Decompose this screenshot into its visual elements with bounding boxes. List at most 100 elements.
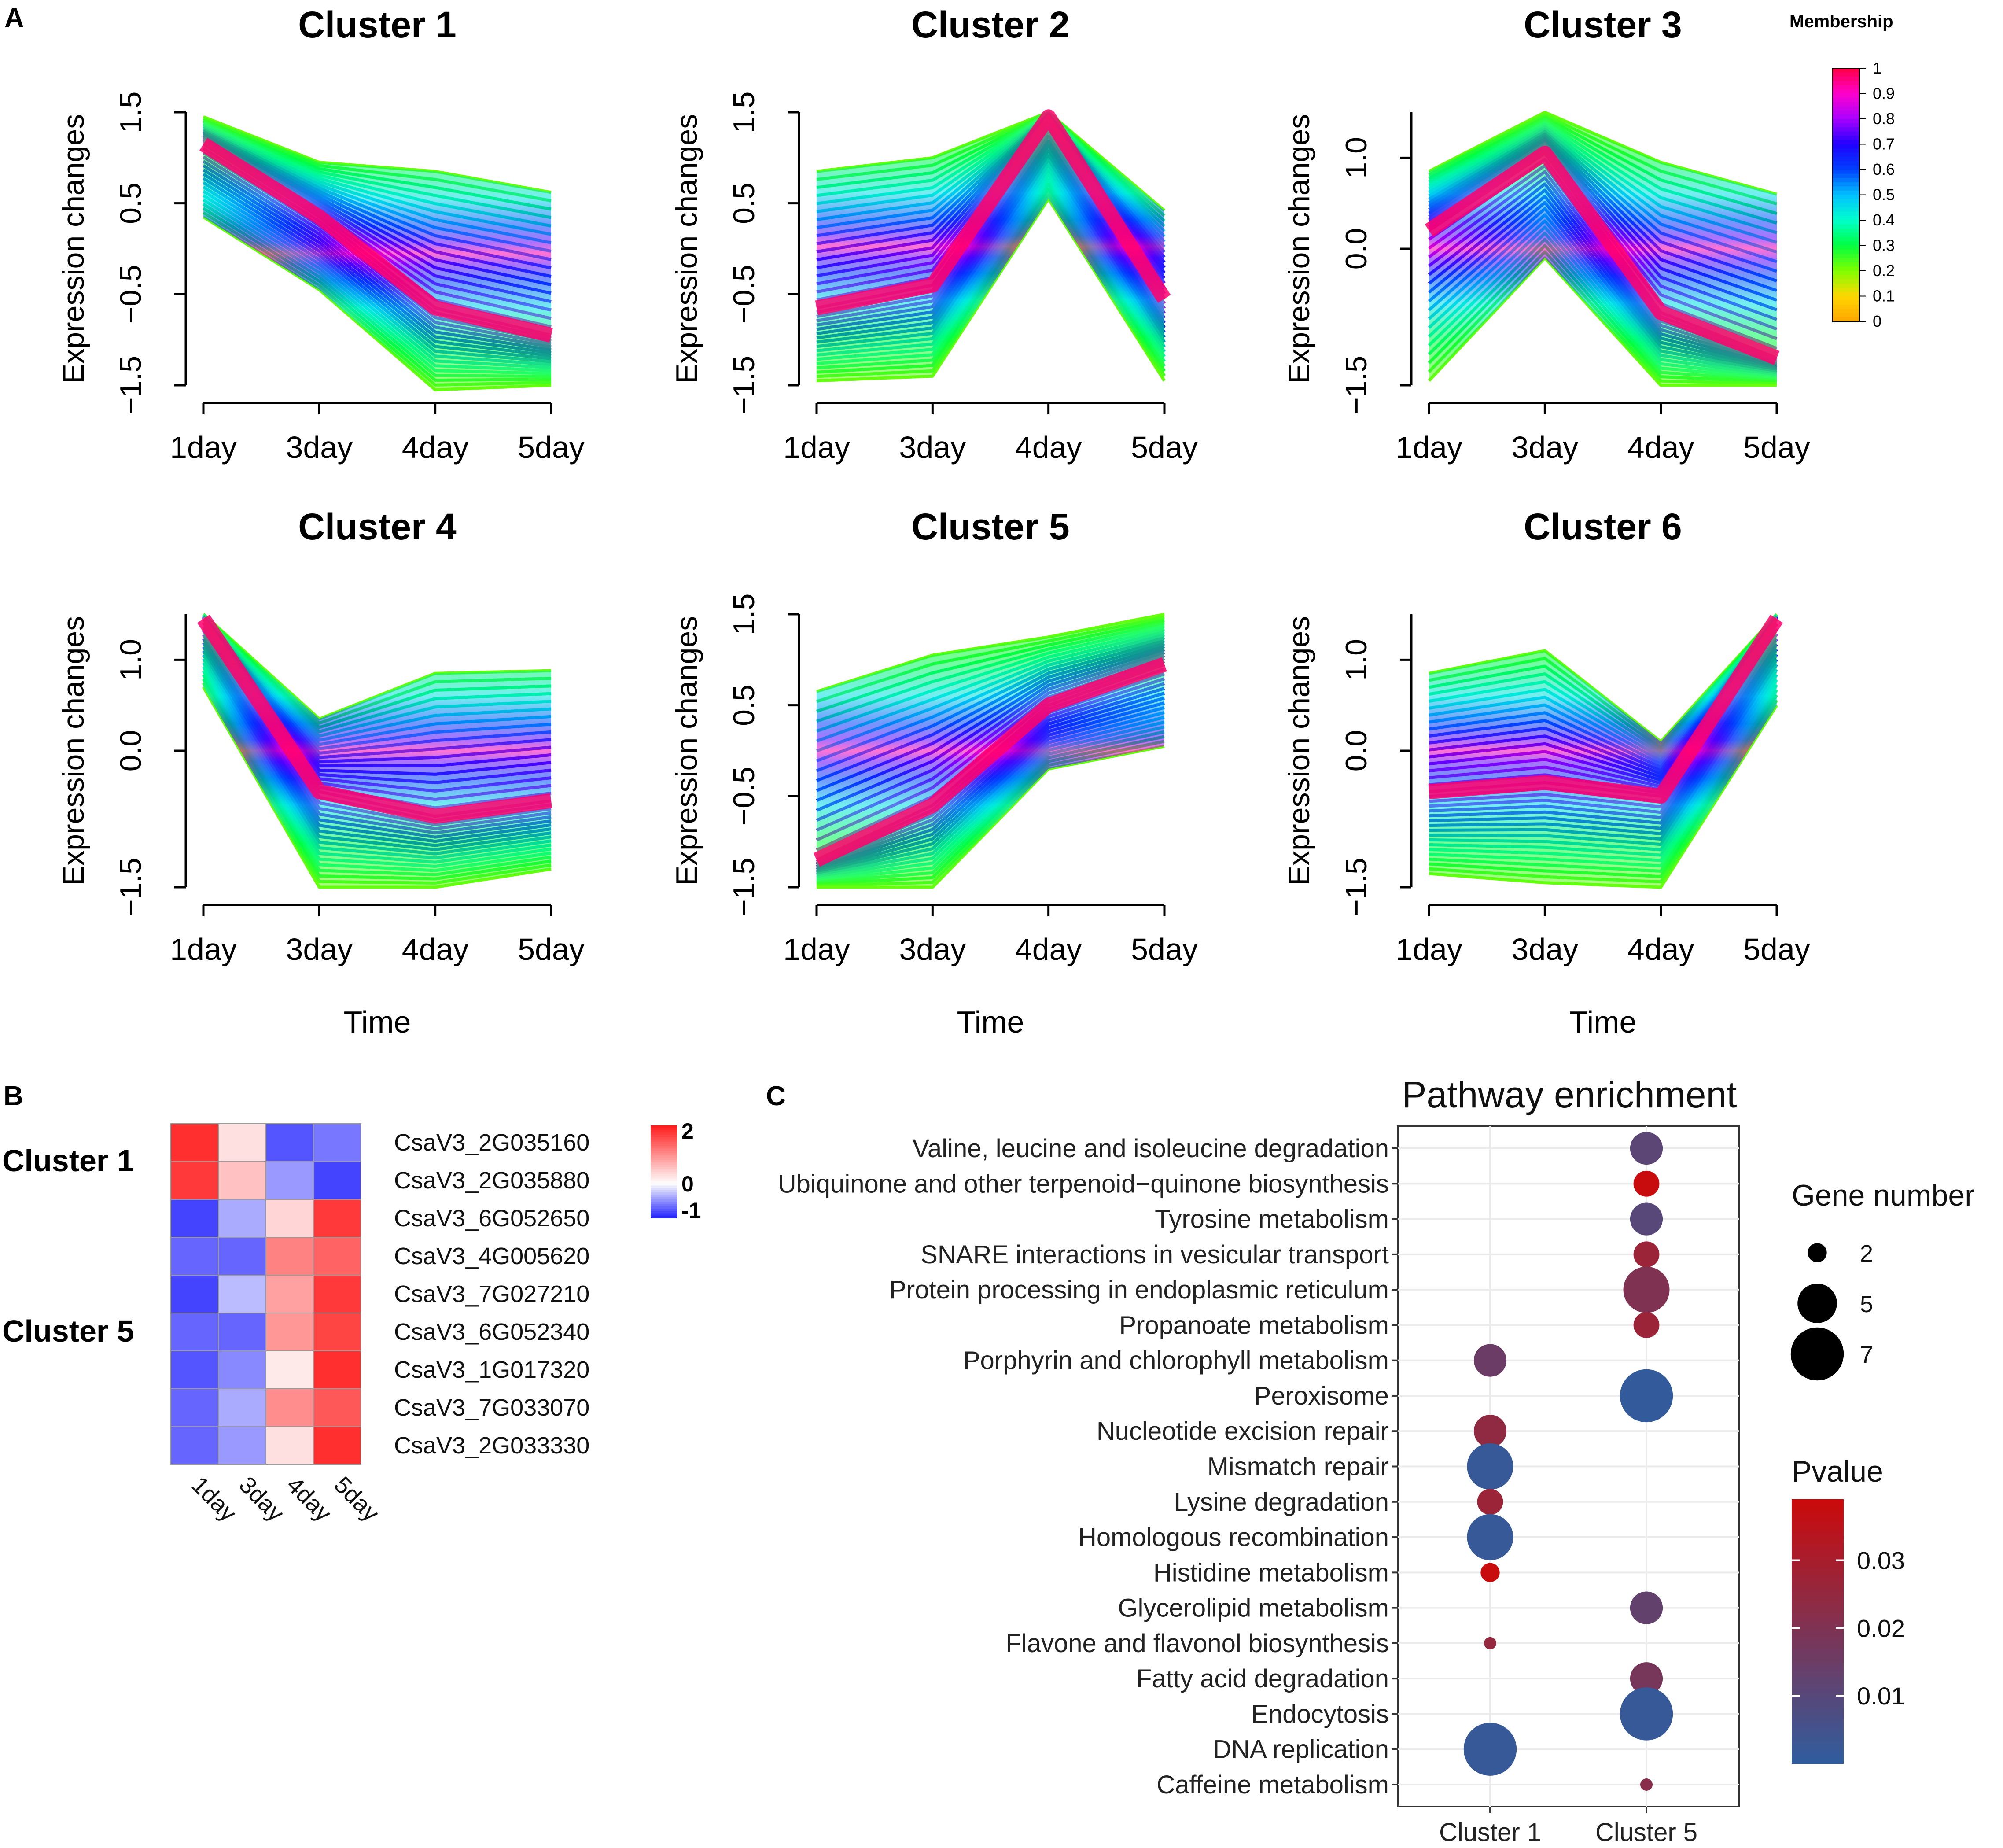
heatmap-legend-segment	[651, 1162, 677, 1166]
enrichment-dot	[1620, 1369, 1673, 1423]
colorbar-segment	[1832, 271, 1859, 276]
heatmap-legend-segment	[651, 1130, 677, 1133]
heatmap-cell	[170, 1426, 219, 1465]
x-axis-label: Time	[957, 1005, 1024, 1039]
y-tick-label: −1.5	[1340, 356, 1373, 415]
colorbar-segment	[1832, 140, 1859, 145]
x-tick-label: 5day	[1743, 430, 1810, 465]
x-tick-label: 5day	[1131, 932, 1198, 966]
pathway-label-porphyrin-and-chlorophyll-metabolism: Porphyrin and chlorophyll metabolism	[963, 1346, 1389, 1375]
pvalue-legend-label: 0.01	[1857, 1682, 1905, 1710]
heatmap-legend-segment	[651, 1192, 677, 1195]
x-tick-label: 1day	[1395, 430, 1462, 465]
panel-label-a: A	[4, 3, 24, 33]
pathway-label-mismatch-repair: Mismatch repair	[1207, 1453, 1389, 1481]
heatmap-legend-segment	[651, 1128, 677, 1131]
y-tick-label: −0.5	[727, 767, 761, 826]
heatmap-cell	[313, 1123, 361, 1162]
colorbar-segment	[1832, 296, 1859, 301]
x-tick-label: 5day	[518, 430, 585, 465]
colorbar-segment	[1832, 93, 1859, 99]
heatmap-legend-segment	[651, 1190, 677, 1193]
enrichment-dot	[1633, 1170, 1660, 1197]
pvalue-legend-segment	[1792, 1746, 1844, 1751]
pvalue-legend-segment	[1792, 1552, 1844, 1557]
enrichment-dot	[1484, 1637, 1496, 1649]
pvalue-legend-segment	[1792, 1640, 1844, 1645]
colorbar-segment	[1832, 203, 1859, 208]
heatmap-legend-segment	[651, 1167, 677, 1170]
heatmap-legend-segment	[651, 1209, 677, 1212]
pvalue-legend-segment	[1792, 1759, 1844, 1764]
cluster-title: Cluster 6	[1524, 506, 1682, 547]
x-tick-label: 1day	[1395, 932, 1462, 966]
heatmap-row-label: CsaV3_2G035880	[394, 1167, 589, 1194]
enrichment-dot	[1480, 1563, 1500, 1582]
size-legend-label: 7	[1860, 1342, 1873, 1368]
heatmap-legend-segment	[651, 1132, 677, 1135]
pathway-label-flavone-and-flavonol-biosynthesis: Flavone and flavonol biosynthesis	[1005, 1629, 1389, 1658]
heatmap-row-label: CsaV3_2G035160	[394, 1129, 589, 1156]
colorbar-tick-label: 0.7	[1873, 135, 1895, 153]
pvalue-legend-segment	[1792, 1719, 1844, 1724]
x-tick-label: 4day	[402, 430, 469, 465]
heatmap-legend-segment	[651, 1202, 677, 1205]
heatmap-cell	[313, 1161, 361, 1200]
enrichment-dot	[1630, 1202, 1663, 1236]
pvalue-legend-segment	[1792, 1592, 1844, 1597]
y-tick-label: −1.5	[727, 356, 761, 415]
heatmap-legend-segment	[651, 1206, 677, 1209]
pvalue-legend-segment	[1792, 1526, 1844, 1531]
cluster-plot-3: Cluster 3 −1.5 0.0 1.0 Expression changes 1da…	[1282, 4, 1810, 465]
pvalue-legend-segment	[1792, 1521, 1844, 1526]
colorbar-segment	[1832, 131, 1859, 136]
heatmap-cell	[265, 1237, 314, 1276]
pvalue-legend-segment	[1792, 1530, 1844, 1535]
pvalue-legend-segment	[1792, 1517, 1844, 1522]
pvalue-legend-segment	[1792, 1711, 1844, 1715]
heatmap-group-label: Cluster 1	[2, 1143, 134, 1178]
pvalue-legend-segment	[1792, 1667, 1844, 1671]
colorbar-segment	[1832, 300, 1859, 305]
colorbar-segment	[1832, 81, 1859, 86]
pvalue-legend-label: 0.03	[1857, 1546, 1905, 1574]
membership-band	[817, 112, 1164, 381]
y-tick-label: −1.5	[114, 356, 147, 415]
heatmap-legend-segment	[651, 1148, 677, 1151]
pvalue-legend-segment	[1792, 1645, 1844, 1649]
heatmap-cell	[313, 1388, 361, 1427]
heatmap-cell	[218, 1161, 266, 1200]
heatmap-legend-segment	[651, 1151, 677, 1154]
enrichment-dot	[1463, 1723, 1517, 1776]
heatmap-legend-segment	[651, 1153, 677, 1156]
heatmap-cell	[170, 1237, 219, 1276]
pvalue-legend-segment	[1792, 1662, 1844, 1667]
heatmap-legend-segment	[651, 1197, 677, 1200]
heatmap-cell	[313, 1426, 361, 1465]
colorbar-segment	[1832, 72, 1859, 77]
heatmap-cell	[313, 1199, 361, 1238]
y-axis-label: Expression changes	[670, 616, 703, 885]
pvalue-legend-segment	[1792, 1570, 1844, 1575]
panel-label-b: B	[4, 1081, 23, 1111]
size-legend-dot	[1790, 1327, 1844, 1381]
x-tick-label: 5day	[518, 932, 585, 966]
heatmap-legend-segment	[651, 1174, 677, 1177]
colorbar-segment	[1832, 190, 1859, 195]
heatmap-legend-segment	[651, 1199, 677, 1202]
colorbar-segment	[1832, 148, 1859, 153]
colorbar-segment	[1832, 136, 1859, 140]
pvalue-legend-segment	[1792, 1733, 1844, 1737]
pvalue-legend-segment	[1792, 1741, 1844, 1746]
colorbar-tick-label: 0.4	[1873, 211, 1895, 229]
colorbar-segment	[1832, 157, 1859, 162]
y-axis-label: Expression changes	[57, 616, 90, 885]
heatmap-legend-label: 2	[681, 1119, 694, 1143]
colorbar-tick-label: 0.5	[1873, 186, 1895, 204]
colorbar-tick-label: 1	[1873, 59, 1881, 77]
heatmap-legend-segment	[651, 1160, 677, 1163]
heatmap-legend-segment	[651, 1155, 677, 1158]
x-tick-label: 3day	[899, 430, 966, 465]
heatmap-legend-segment	[651, 1213, 677, 1216]
heatmap-legend-segment	[651, 1139, 677, 1142]
